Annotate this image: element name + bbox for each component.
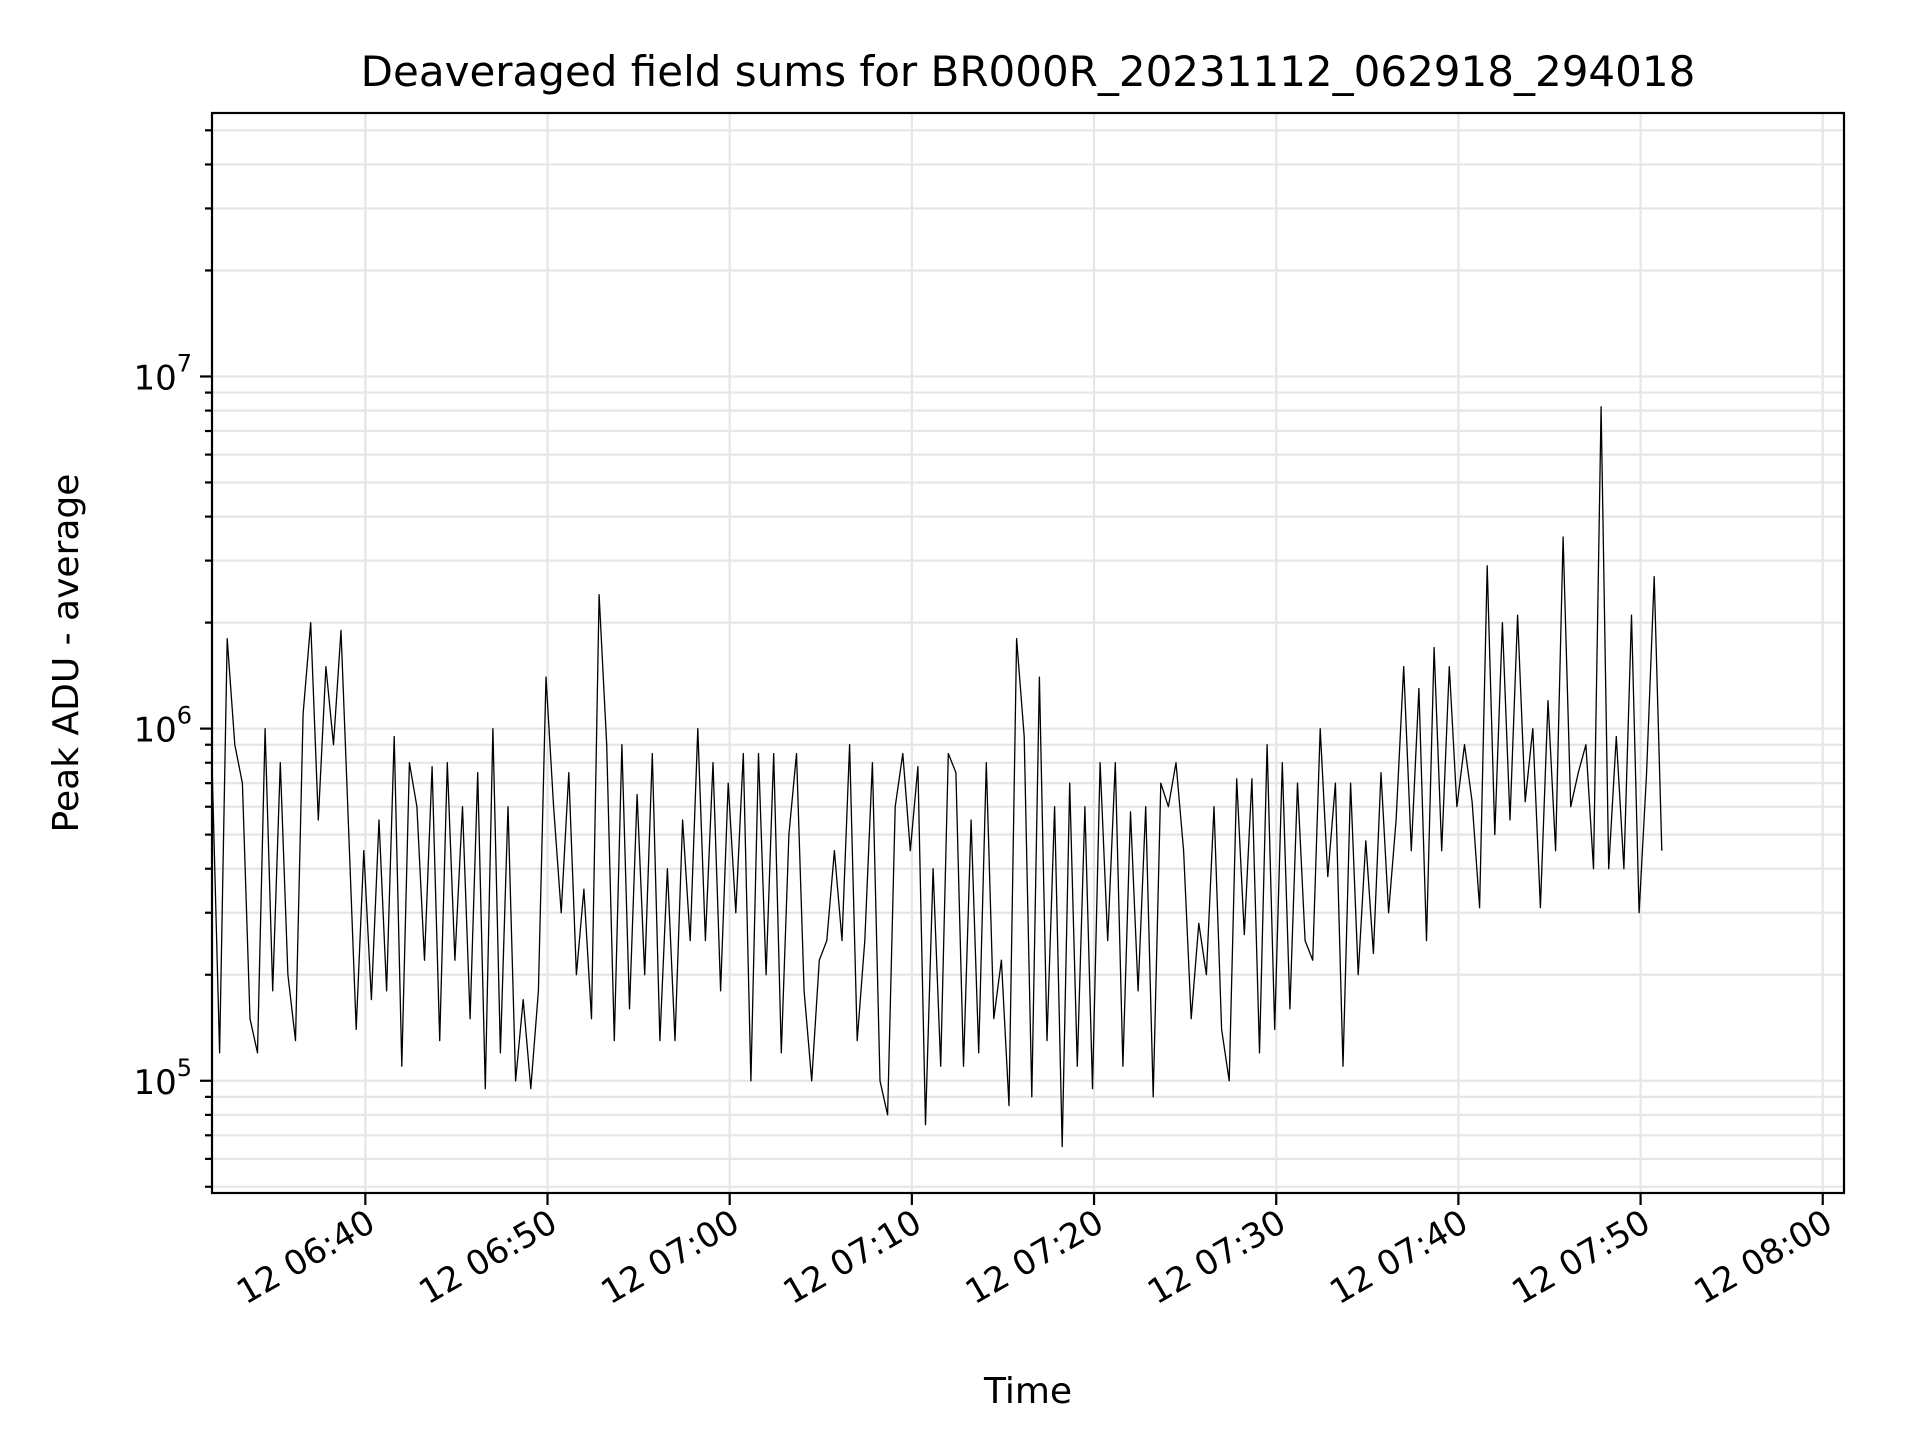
- minor-grid: [212, 129, 1844, 1188]
- major-grid: [212, 113, 1844, 1193]
- x-axis-label: Time: [983, 1371, 1072, 1412]
- plot-frame: [210, 111, 1846, 1195]
- y-axis: 105 106 107: [133, 129, 212, 1188]
- series-line-0: [211, 406, 1663, 1148]
- y-axis-label: Peak ADU - average: [46, 474, 87, 833]
- chart-title: Deaveraged field sums for BR000R_2023111…: [361, 47, 1696, 96]
- y-tick-label: 106: [133, 702, 192, 751]
- series-layer: [211, 406, 1663, 1148]
- y-tick-label: 105: [133, 1054, 192, 1103]
- y-tick-label: 107: [133, 349, 192, 398]
